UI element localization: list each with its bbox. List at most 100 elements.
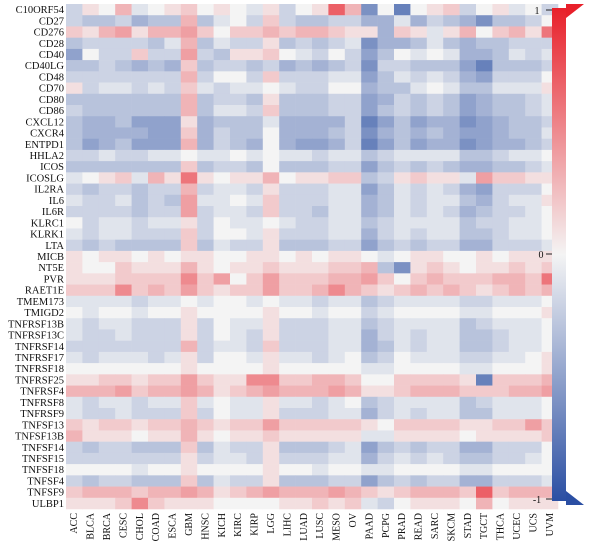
heatmap-cell	[443, 363, 460, 375]
heatmap-cell	[361, 273, 378, 285]
heatmap-cell	[164, 37, 182, 50]
heatmap-cell	[541, 26, 559, 38]
row-label: RAET1E	[25, 286, 64, 297]
heatmap-cell	[230, 149, 247, 162]
heatmap-cell	[525, 284, 542, 297]
heatmap-cell	[492, 217, 510, 229]
heatmap-cell	[459, 262, 477, 274]
heatmap-cell	[459, 475, 477, 487]
heatmap-cell	[476, 4, 493, 16]
heatmap-cell	[426, 430, 444, 442]
heatmap-cell	[295, 396, 313, 409]
heatmap-cell	[66, 82, 83, 95]
heatmap-cell	[508, 217, 526, 229]
heatmap-cell	[541, 318, 559, 330]
column-label: HNSC	[200, 513, 211, 540]
heatmap-cell	[312, 329, 329, 341]
heatmap-cell	[312, 37, 329, 50]
heatmap-cell	[377, 374, 395, 386]
heatmap-cell	[328, 385, 346, 398]
heatmap-cell	[426, 217, 444, 229]
heatmap-cell	[98, 127, 116, 139]
heatmap-cell	[115, 60, 132, 72]
heatmap-cell	[246, 206, 264, 218]
heatmap-cell	[295, 385, 313, 398]
heatmap-cell	[525, 71, 542, 83]
heatmap-cell	[115, 71, 132, 83]
row-label: CD70	[39, 84, 64, 95]
heatmap-cell	[361, 194, 378, 207]
heatmap-cell	[476, 486, 493, 499]
heatmap-cell	[98, 15, 116, 27]
heatmap-cell	[262, 497, 280, 510]
heatmap-cell	[131, 250, 149, 263]
heatmap-cell	[312, 239, 329, 252]
heatmap-cell	[312, 486, 329, 499]
heatmap-cell	[508, 351, 526, 364]
heatmap-cell	[426, 408, 444, 420]
heatmap-cell	[98, 351, 116, 364]
heatmap-cell	[312, 116, 329, 128]
heatmap-cell	[262, 161, 280, 173]
heatmap-cell	[328, 82, 346, 95]
heatmap-cell	[410, 4, 428, 16]
heatmap-cell	[197, 15, 214, 27]
heatmap-cell	[213, 217, 231, 229]
heatmap-cell	[197, 105, 214, 117]
heatmap-cell	[459, 250, 477, 263]
heatmap-cell	[131, 374, 149, 386]
heatmap-cell	[180, 250, 198, 263]
row-label: C10ORF54	[16, 5, 65, 16]
heatmap-cell	[541, 127, 559, 139]
heatmap-cell	[180, 441, 198, 454]
heatmap-cell	[426, 464, 444, 476]
heatmap-cell	[312, 172, 329, 184]
heatmap-cell	[459, 138, 477, 151]
heatmap-cell	[246, 329, 264, 341]
row-label: TNFRSF18	[15, 364, 64, 375]
heatmap-cell	[492, 408, 510, 420]
heatmap-cell	[312, 217, 329, 229]
heatmap-cell	[443, 138, 460, 151]
heatmap-cell	[148, 273, 165, 285]
heatmap-cell	[492, 82, 510, 95]
heatmap-cell	[476, 329, 493, 341]
heatmap-cell	[492, 475, 510, 487]
heatmap-cell	[312, 262, 329, 274]
heatmap-cell	[295, 127, 313, 139]
heatmap-cell	[394, 475, 411, 487]
heatmap-cell	[361, 37, 378, 50]
heatmap-cell	[476, 385, 493, 398]
heatmap-cell	[508, 430, 526, 442]
heatmap-cell	[180, 82, 198, 95]
heatmap-cell	[508, 172, 526, 184]
heatmap-cell	[328, 161, 346, 173]
heatmap-cell	[377, 408, 395, 420]
heatmap-cell	[115, 105, 132, 117]
heatmap-cell	[279, 307, 296, 319]
heatmap-cell	[279, 105, 296, 117]
heatmap-cell	[508, 329, 526, 341]
heatmap-cell	[148, 93, 165, 106]
heatmap-cell	[164, 497, 182, 510]
heatmap-cell	[459, 295, 477, 308]
heatmap-cell	[508, 15, 526, 27]
heatmap-cell	[131, 307, 149, 319]
heatmap-cell	[492, 149, 510, 162]
heatmap-cell	[410, 82, 428, 95]
heatmap-cell	[525, 351, 542, 364]
heatmap-cell	[410, 26, 428, 38]
heatmap-cell	[410, 486, 428, 499]
heatmap-cell	[115, 464, 132, 476]
heatmap-cell	[328, 351, 346, 364]
heatmap-cell	[279, 351, 296, 364]
heatmap-cell	[328, 60, 346, 72]
heatmap-cell	[262, 172, 280, 184]
row-label: IL2RA	[34, 185, 64, 196]
row-label: CXCL12	[25, 117, 64, 128]
heatmap-cell	[180, 318, 198, 330]
heatmap-cell	[82, 408, 100, 420]
heatmap-cell	[98, 363, 116, 375]
heatmap-cell	[131, 93, 149, 106]
heatmap-cell	[197, 4, 214, 16]
